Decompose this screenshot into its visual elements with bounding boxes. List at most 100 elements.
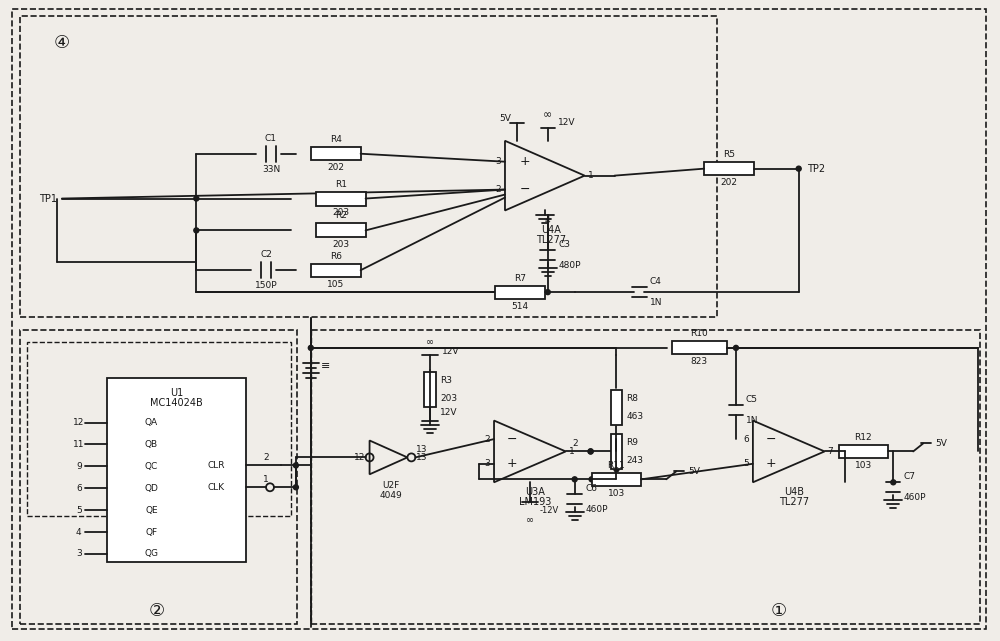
Text: 1N: 1N [746,415,758,424]
Text: 12V: 12V [442,347,460,356]
Text: TP1: TP1 [39,194,57,204]
Text: R12: R12 [855,433,872,442]
Circle shape [194,196,199,201]
Text: R6: R6 [330,252,342,261]
Text: +: + [766,457,776,470]
Text: 1N: 1N [650,298,662,307]
Text: 5V: 5V [935,439,947,448]
Text: 12: 12 [73,418,85,427]
Text: 202: 202 [327,163,344,172]
Text: 150P: 150P [255,281,277,290]
Circle shape [733,345,738,351]
Circle shape [308,345,313,351]
Text: QD: QD [145,484,158,493]
Bar [20,330,297,624]
Circle shape [614,449,619,454]
Text: 2: 2 [263,453,269,462]
Bar [311,330,980,624]
Circle shape [589,477,594,482]
Text: 243: 243 [626,456,643,465]
Text: 5V: 5V [688,467,700,476]
Bar [316,224,366,237]
Text: C1: C1 [265,134,277,143]
Text: 7: 7 [828,447,833,456]
Bar [611,434,622,469]
Text: QG: QG [145,549,159,558]
Text: 3: 3 [484,459,490,469]
Text: 103: 103 [855,461,872,470]
Bar [316,192,366,206]
Text: ②: ② [148,602,165,620]
Bar [592,473,641,486]
Circle shape [796,166,801,171]
Circle shape [293,485,298,490]
Text: CLR: CLR [207,461,225,470]
Bar [672,342,727,354]
Text: R10: R10 [690,329,708,338]
Circle shape [194,228,199,233]
Text: 13: 13 [416,453,427,462]
Bar [20,16,717,317]
Circle shape [614,467,619,472]
Circle shape [842,449,847,454]
Text: U4B: U4B [784,487,804,497]
Text: −: − [766,433,776,445]
Text: 4: 4 [545,216,551,225]
Text: U3A: U3A [525,487,545,497]
Text: ④: ④ [54,34,70,52]
Text: 460P: 460P [585,505,608,514]
Circle shape [572,477,577,482]
Bar [424,372,436,407]
Text: 13: 13 [416,445,427,454]
Text: 12V: 12V [440,408,458,417]
Text: U2F: U2F [382,481,399,490]
Text: ≡: ≡ [321,361,330,370]
Text: 4049: 4049 [379,491,402,500]
Text: 5: 5 [743,459,749,469]
Text: 3: 3 [76,549,82,558]
Text: 460P: 460P [903,493,926,503]
Text: 514: 514 [511,301,528,311]
Text: 4: 4 [76,528,82,537]
Text: R5: R5 [723,150,735,159]
Bar [704,162,754,175]
Text: 105: 105 [327,279,344,288]
Text: 6: 6 [743,435,749,444]
Text: 203: 203 [332,240,349,249]
Text: 2: 2 [484,435,490,444]
Text: C7: C7 [903,472,915,481]
Text: 1: 1 [588,171,593,180]
Text: TL277: TL277 [536,235,566,246]
Text: U4A: U4A [541,226,561,235]
Text: C2: C2 [260,250,272,259]
Circle shape [614,449,619,454]
Text: QB: QB [145,440,158,449]
Circle shape [891,480,896,485]
Text: 9: 9 [76,462,82,471]
Text: TL277: TL277 [779,497,809,507]
Circle shape [293,463,298,468]
Text: C3: C3 [558,240,570,249]
Text: 203: 203 [440,394,457,403]
Text: QF: QF [145,528,158,537]
Text: QC: QC [145,462,158,471]
Text: 463: 463 [626,412,644,421]
Circle shape [588,449,593,454]
Text: QA: QA [145,418,158,427]
Text: R8: R8 [626,394,638,403]
Text: ∞: ∞ [426,337,434,347]
Text: ∞: ∞ [526,515,534,525]
Bar [495,286,545,299]
Text: R1: R1 [335,179,347,188]
Bar [839,445,888,458]
Text: LM193: LM193 [519,497,551,507]
Text: R4: R4 [330,135,342,144]
Text: R2: R2 [335,212,347,221]
Text: 480P: 480P [558,262,581,271]
Bar [107,378,246,562]
Text: C6: C6 [585,484,597,493]
Text: 5V: 5V [499,114,511,123]
Text: R7: R7 [514,274,526,283]
Text: C4: C4 [650,277,662,286]
Text: 823: 823 [691,357,708,367]
